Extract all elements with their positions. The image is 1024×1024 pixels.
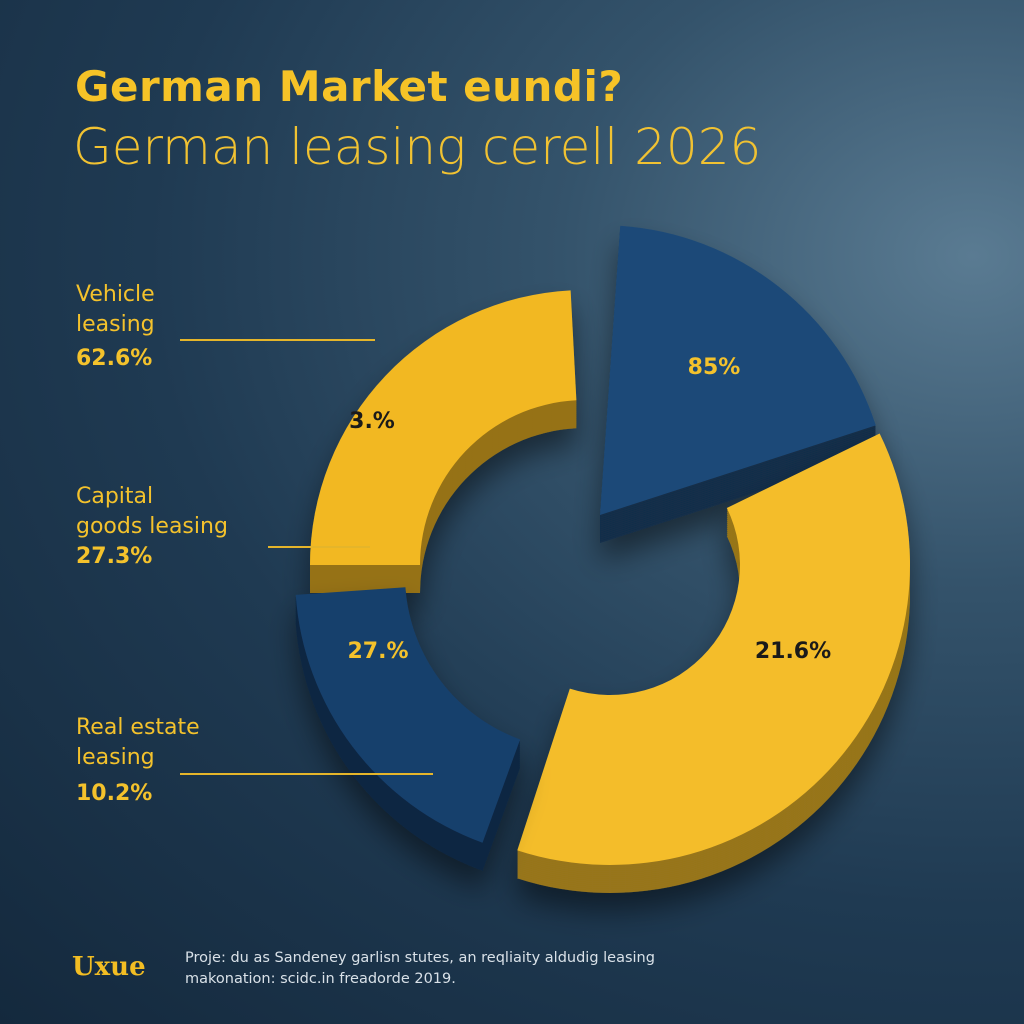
legend-value: 10.2% bbox=[76, 781, 153, 806]
segment-label: 3.% bbox=[349, 409, 395, 434]
segment-label: 27.% bbox=[347, 639, 408, 664]
segment-4 bbox=[295, 587, 521, 871]
legend-value: 27.3% bbox=[76, 544, 153, 569]
segment-2 bbox=[600, 225, 876, 543]
legend-label-line: leasing bbox=[76, 312, 155, 337]
segment-3 bbox=[517, 433, 910, 893]
chart-subtitle: German leasing cerell 2026 bbox=[73, 118, 762, 176]
segment-top bbox=[310, 290, 577, 565]
segment-top bbox=[295, 587, 521, 843]
legend-label-capital: Capital goods leasing 27.3% bbox=[76, 482, 228, 572]
segment-top bbox=[517, 433, 910, 866]
footer-note: Proje: du as Sandeney garlisn stutes, an… bbox=[185, 950, 655, 987]
segment-label: 85% bbox=[688, 355, 741, 380]
segment-1 bbox=[310, 290, 577, 593]
legend-value: 62.6% bbox=[76, 346, 153, 371]
chart-title: German Market eundi? bbox=[75, 62, 624, 111]
logo: Uxue bbox=[72, 952, 146, 982]
segment-label: 21.6% bbox=[755, 639, 831, 664]
legend-label-real-estate: Real estate leasing 10.2% bbox=[76, 713, 200, 809]
legend-label-line: Real estate bbox=[76, 715, 200, 740]
legend-label-line: Capital bbox=[76, 484, 154, 509]
legend-label-vehicle: Vehicle leasing 62.6% bbox=[76, 280, 155, 374]
segment-top bbox=[600, 225, 876, 515]
leader-line bbox=[268, 546, 370, 548]
legend-label-line: goods leasing bbox=[76, 514, 228, 539]
legend-label-line: Vehicle bbox=[76, 282, 155, 307]
leader-line bbox=[180, 339, 375, 341]
leader-line bbox=[180, 773, 433, 775]
legend-label-line: leasing bbox=[76, 745, 155, 770]
